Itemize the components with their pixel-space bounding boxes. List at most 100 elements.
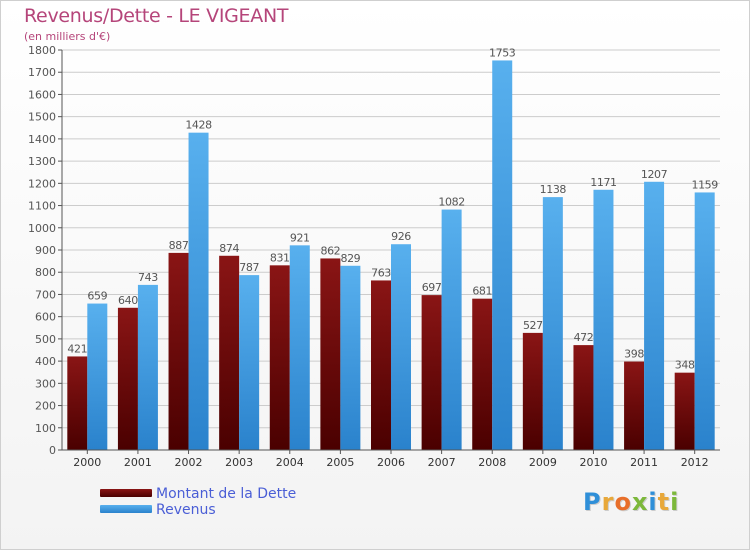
data-label-dette: 763 xyxy=(371,266,391,279)
data-label-revenus: 787 xyxy=(239,261,259,274)
data-label-revenus: 1171 xyxy=(590,176,616,189)
data-label-dette: 831 xyxy=(270,251,290,264)
y-tick-label: 1600 xyxy=(28,88,56,101)
y-tick-label: 1200 xyxy=(28,177,56,190)
data-label-dette: 421 xyxy=(67,342,87,355)
data-label-revenus: 1159 xyxy=(691,178,718,191)
bar-revenus xyxy=(441,209,462,450)
bar-revenus xyxy=(188,132,209,450)
x-tick-label: 2004 xyxy=(276,456,304,469)
x-tick-label: 2012 xyxy=(681,456,709,469)
y-tick-label: 1300 xyxy=(28,155,56,168)
data-label-revenus: 1207 xyxy=(641,168,668,181)
data-label-dette: 887 xyxy=(169,239,189,252)
data-label-revenus: 1753 xyxy=(489,46,516,59)
x-tick-label: 2000 xyxy=(73,456,101,469)
data-label-dette: 640 xyxy=(118,294,138,307)
bar-dette xyxy=(421,295,442,450)
y-tick-label: 1000 xyxy=(28,222,56,235)
bar-dette xyxy=(674,372,695,450)
bar-dette xyxy=(472,298,493,450)
bar-revenus xyxy=(289,245,310,450)
bar-dette xyxy=(624,361,645,450)
data-label-dette: 681 xyxy=(472,285,492,298)
data-label-revenus: 743 xyxy=(138,271,158,284)
bar-revenus xyxy=(593,189,614,450)
bar-dette xyxy=(573,345,594,450)
legend-label-revenus: Revenus xyxy=(156,502,216,518)
data-label-revenus: 926 xyxy=(391,230,411,243)
chart-subtitle: (en milliers d'€) xyxy=(24,30,111,43)
x-tick-label: 2001 xyxy=(124,456,152,469)
y-tick-label: 700 xyxy=(35,288,56,301)
x-tick-label: 2009 xyxy=(529,456,557,469)
x-tick-label: 2003 xyxy=(225,456,253,469)
x-tick-label: 2008 xyxy=(478,456,506,469)
x-tick-label: 2005 xyxy=(326,456,354,469)
logo-letter: i xyxy=(670,488,680,516)
legend-swatch-revenus xyxy=(100,505,152,513)
data-label-dette: 862 xyxy=(320,244,340,257)
bar-dette xyxy=(269,265,290,450)
logo-letter: r xyxy=(601,488,615,516)
bar-dette xyxy=(168,252,189,450)
bar-revenus xyxy=(87,303,108,450)
logo-letter: t xyxy=(657,488,671,516)
bar-dette xyxy=(371,280,391,450)
logo-letter: i xyxy=(648,488,658,516)
bar-dette xyxy=(117,307,138,450)
y-tick-label: 400 xyxy=(35,355,56,368)
legend-label-dette: Montant de la Dette xyxy=(156,486,297,502)
bar-revenus xyxy=(644,181,665,450)
logo-letter: x xyxy=(631,488,649,516)
logo-letter: P xyxy=(583,488,602,516)
legend-swatch-dette xyxy=(100,489,152,497)
y-tick-label: 1500 xyxy=(28,111,56,124)
y-tick-label: 200 xyxy=(35,400,56,413)
y-tick-label: 600 xyxy=(35,311,56,324)
x-tick-label: 2011 xyxy=(630,456,658,469)
bar-revenus xyxy=(542,197,563,450)
bar-revenus xyxy=(239,275,260,450)
bar-dette xyxy=(522,332,543,450)
data-label-revenus: 659 xyxy=(87,290,107,303)
data-label-revenus: 1138 xyxy=(540,183,567,196)
data-label-revenus: 921 xyxy=(290,231,310,244)
x-tick-label: 2007 xyxy=(428,456,456,469)
y-tick-label: 1800 xyxy=(28,44,56,57)
bar-revenus xyxy=(694,192,715,450)
bar-revenus xyxy=(391,244,411,450)
bar-revenus xyxy=(492,60,513,450)
y-tick-label: 300 xyxy=(35,377,56,390)
data-label-dette: 697 xyxy=(422,281,442,294)
bar-revenus xyxy=(137,284,158,450)
logo-letter: o xyxy=(614,488,632,516)
bar-dette xyxy=(67,356,88,450)
data-label-revenus: 829 xyxy=(340,252,360,265)
data-label-dette: 527 xyxy=(523,319,543,332)
x-tick-label: 2010 xyxy=(579,456,607,469)
data-label-dette: 874 xyxy=(219,242,239,255)
x-tick-label: 2002 xyxy=(175,456,203,469)
data-label-dette: 348 xyxy=(675,359,695,372)
data-label-revenus: 1082 xyxy=(438,196,464,209)
y-tick-label: 100 xyxy=(35,422,56,435)
chart-title: Revenus/Dette - LE VIGEANT xyxy=(24,5,289,27)
y-tick-label: 1100 xyxy=(28,200,56,213)
bar-dette xyxy=(219,255,240,450)
y-tick-label: 900 xyxy=(35,244,56,257)
proxiti-logo: Proxiti xyxy=(583,488,679,516)
bar-revenus xyxy=(340,265,361,450)
y-tick-label: 1700 xyxy=(28,66,56,79)
y-tick-label: 1400 xyxy=(28,133,56,146)
data-label-dette: 472 xyxy=(574,331,594,344)
y-tick-label: 0 xyxy=(49,444,56,457)
bar-dette xyxy=(320,258,341,450)
data-label-dette: 398 xyxy=(624,348,644,361)
y-tick-label: 800 xyxy=(35,266,56,279)
y-tick-label: 500 xyxy=(35,333,56,346)
x-tick-label: 2006 xyxy=(377,456,405,469)
data-label-revenus: 1428 xyxy=(185,119,212,132)
